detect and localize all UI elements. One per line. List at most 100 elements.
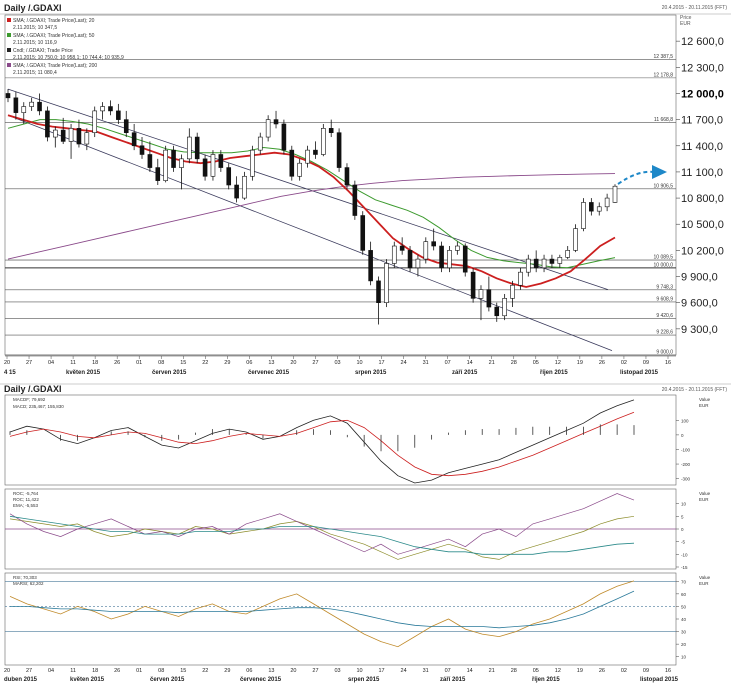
- panel-tick-label: 0: [681, 527, 684, 532]
- candle-body: [462, 245, 468, 273]
- legend-sma200-value: 2.11.2015; 11 080,4: [13, 70, 57, 76]
- candle-body: [368, 250, 373, 282]
- bottom-date-label: 07: [445, 668, 451, 674]
- candles: [5, 89, 618, 325]
- candle-body: [399, 245, 405, 251]
- sma20-line: [7, 114, 616, 288]
- candle-body: [218, 154, 224, 168]
- panel-tick-label: 70: [681, 579, 687, 584]
- price-tick-label: 9 600,0: [681, 298, 718, 310]
- candle-body: [226, 167, 232, 186]
- macd-legend-1: MACDF; 79,692: [13, 397, 46, 402]
- candle-body: [179, 158, 184, 168]
- candle-body: [5, 93, 11, 99]
- legend-candle-value: 2.11.2015; 10 750,0; 10 958,1; 10 744,4;…: [13, 55, 124, 61]
- bottom-date-label: 21: [489, 668, 495, 674]
- candle-body: [589, 202, 594, 212]
- roc-value-label: Value: [699, 491, 711, 496]
- candle-body: [131, 132, 137, 147]
- bottom-date-label: 02: [621, 668, 627, 674]
- date-tick-label: 26: [599, 360, 605, 366]
- date-tick-label: 21: [489, 360, 495, 366]
- month-label: září 2015: [452, 370, 478, 376]
- candle-body: [447, 250, 452, 269]
- candle-body: [360, 215, 366, 251]
- bottom-month-label: duben 2015: [4, 677, 38, 683]
- date-tick-label: 28: [511, 360, 517, 366]
- candle-body: [202, 158, 208, 177]
- candle-body: [139, 145, 145, 155]
- date-tick-label: 17: [379, 360, 385, 366]
- date-tick-label: 14: [467, 360, 473, 366]
- level-label: 11 668,8: [654, 117, 673, 123]
- candle-body: [76, 128, 82, 145]
- price-tick-label: 10 200,0: [681, 245, 724, 257]
- date-range: 20.4.2015 - 20.11.2015 (FFT): [662, 5, 728, 11]
- date-tick-label: 15: [180, 360, 186, 366]
- candle-body: [439, 245, 444, 269]
- candle-body: [234, 184, 239, 199]
- candle-body: [604, 197, 610, 208]
- date-tick-label: 22: [202, 360, 208, 366]
- price-tick-label: 12 000,0: [681, 88, 724, 100]
- series-line: [9, 493, 635, 555]
- channel-upper-line: [7, 88, 609, 290]
- candle-body: [596, 206, 602, 212]
- panel-tick-label: 20: [681, 642, 687, 647]
- legend-sma20-title: SMA; /.GDAXI; Trade Price(Last); 20: [13, 18, 95, 24]
- candle-body: [29, 101, 34, 107]
- candle-body: [557, 257, 563, 264]
- month-label: říjen 2015: [540, 370, 568, 376]
- macd-panel-title: Daily /.GDAXI: [4, 384, 62, 394]
- candle-body: [525, 258, 531, 273]
- date-tick-label: 31: [423, 360, 429, 366]
- bottom-date-label: 19: [577, 668, 583, 674]
- bottom-date-label: 05: [533, 668, 539, 674]
- legend-swatch-sma20: [7, 18, 11, 22]
- panel-tick-label: -100: [681, 447, 691, 452]
- date-tick-label: 01: [136, 360, 142, 366]
- price-tick-label: 12 300,0: [681, 62, 724, 74]
- bottom-date-label: 20: [290, 668, 296, 674]
- level-label: 10 906,5: [654, 183, 674, 189]
- price-tick-label: 9 900,0: [681, 272, 718, 284]
- panel-tick-label: 50: [681, 604, 687, 609]
- date-tick-label: 27: [312, 360, 318, 366]
- bottom-date-label: 27: [26, 668, 32, 674]
- candle-body: [478, 289, 484, 299]
- candle-body: [541, 258, 547, 269]
- candle-body: [328, 128, 334, 133]
- bottom-date-label: 08: [158, 668, 164, 674]
- panel-tick-label: 30: [681, 630, 687, 635]
- series-line: [9, 580, 635, 648]
- level-label: 9 608,9: [656, 296, 673, 302]
- candle-body: [187, 136, 192, 160]
- panel-tick-label: 10: [681, 655, 687, 660]
- roc-plot: 10 5 0 -5 -10 -15: [5, 493, 688, 570]
- sma50-line: [7, 119, 616, 269]
- bottom-date-label: 15: [180, 668, 186, 674]
- candle-body: [391, 245, 397, 264]
- bottom-month-label: listopad 2015: [640, 677, 679, 683]
- date-tick-label: 07: [445, 360, 451, 366]
- candle-body: [155, 167, 161, 181]
- candle-body: [242, 175, 247, 199]
- candle-body: [510, 284, 515, 299]
- sma200-line: [7, 173, 616, 260]
- moving-averages: [7, 114, 616, 288]
- panel-tick-label: -5: [681, 540, 685, 545]
- bottom-month-label: květen 2015: [70, 677, 105, 683]
- month-label: listopad 2015: [620, 370, 659, 376]
- series-line: [9, 515, 635, 555]
- candle-body: [533, 258, 539, 269]
- bottom-date-label: 29: [224, 668, 230, 674]
- candle-body: [45, 110, 50, 138]
- candle-body: [194, 136, 200, 160]
- date-tick-label: 19: [577, 360, 583, 366]
- date-tick-label: 24: [401, 360, 407, 366]
- candle-body: [108, 106, 113, 112]
- candle-body: [470, 271, 476, 299]
- level-label: 10 089,5: [654, 255, 674, 261]
- price-tick-label: 12 600,0: [681, 36, 724, 48]
- panel-tick-label: -200: [681, 462, 691, 467]
